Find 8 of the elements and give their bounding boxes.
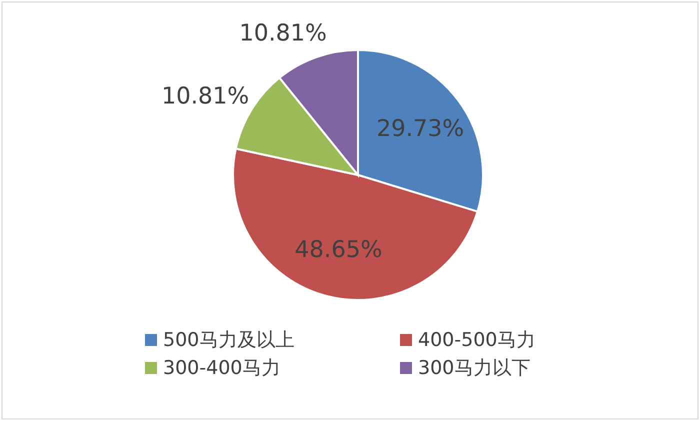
legend-label: 300马力以下 <box>418 357 530 379</box>
legend-label: 500马力及以上 <box>163 329 294 351</box>
data-label: 10.81% <box>161 83 250 110</box>
legend-label: 300-400马力 <box>163 357 280 379</box>
data-label: 48.65% <box>294 237 382 263</box>
data-label: 10.81% <box>239 20 327 47</box>
legend-label: 400-500马力 <box>418 329 536 351</box>
data-label: 29.73% <box>376 116 464 142</box>
